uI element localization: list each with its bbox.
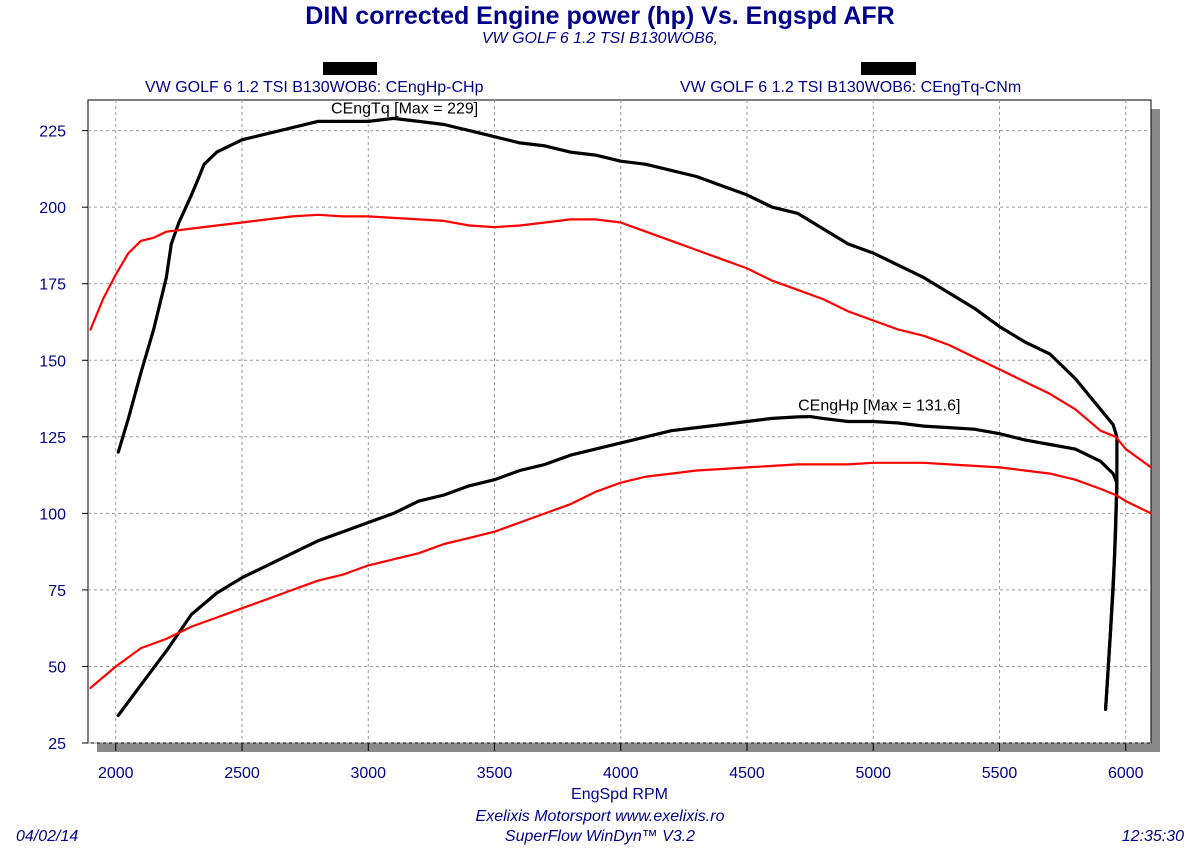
footer-date: 04/02/14: [16, 828, 79, 845]
y-tick-label: 125: [39, 430, 66, 447]
y-tick-label: 100: [39, 506, 66, 523]
footer-time: 12:35:30: [1121, 828, 1184, 845]
y-tick-label: 175: [39, 277, 66, 294]
x-tick-label: 3000: [350, 765, 386, 782]
series-line-cenghp: [116, 415, 1119, 717]
max-annotation: CEngHp [Max = 131.6]: [798, 397, 960, 414]
series-line-cenghp-chp: [89, 461, 1153, 689]
series-line-cengtq: [116, 116, 1119, 711]
plot-area: [87, 99, 1152, 744]
x-tick-label: 4500: [729, 765, 765, 782]
x-axis-label: EngSpd RPM: [571, 786, 668, 803]
legend-swatch-tq: [861, 62, 916, 75]
y-tick-label: 25: [48, 736, 66, 753]
x-tick-label: 4000: [603, 765, 639, 782]
y-tick-label: 150: [39, 353, 66, 370]
legend-label-hp: VW GOLF 6 1.2 TSI B130WOB6: CEngHp-CHp: [145, 79, 484, 96]
chart-title: DIN corrected Engine power (hp) Vs. Engs…: [305, 2, 895, 30]
x-tick-label: 2500: [224, 765, 260, 782]
y-tick-label: 200: [39, 200, 66, 217]
y-tick-label: 225: [39, 124, 66, 141]
x-tick-label: 2000: [98, 765, 134, 782]
legend-label-tq: VW GOLF 6 1.2 TSI B130WOB6: CEngTq-CNm: [680, 79, 1022, 96]
x-tick-label: 5000: [855, 765, 891, 782]
legend-swatch-hp: [323, 62, 377, 75]
y-tick-label: 75: [48, 583, 66, 600]
series-line-cengtq-cnm: [89, 213, 1153, 469]
x-tick-label: 5500: [982, 765, 1018, 782]
chart-subtitle: VW GOLF 6 1.2 TSI B130WOB6,: [481, 30, 719, 47]
x-tick-label: 3500: [477, 765, 513, 782]
footer-line2: SuperFlow WinDyn™ V3.2: [504, 828, 696, 845]
x-tick-label: 6000: [1108, 765, 1144, 782]
footer-line1: Exelixis Motorsport www.exelixis.ro: [475, 808, 725, 825]
max-annotation: CEngTq [Max = 229]: [331, 100, 478, 117]
y-tick-label: 50: [48, 659, 66, 676]
